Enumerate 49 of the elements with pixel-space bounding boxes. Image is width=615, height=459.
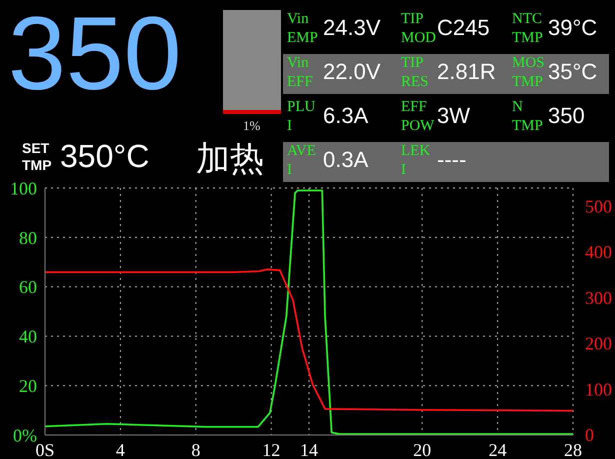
- text: SET TMP: [22, 140, 53, 174]
- x-tick-label: 28: [564, 440, 582, 459]
- y-tick-label: 60: [19, 277, 37, 298]
- text: 39°C: [548, 15, 598, 41]
- x-tick-label: 4: [116, 440, 125, 459]
- text: AVE I: [287, 142, 317, 180]
- y2-tick-label: 300: [585, 288, 612, 308]
- x-tick-label: 8: [191, 440, 200, 459]
- x-tick-label: 12: [262, 440, 280, 459]
- x-tick-label: 20: [413, 440, 432, 459]
- text: 3W: [437, 103, 470, 129]
- y2-tick-label: 200: [585, 334, 612, 354]
- y-tick-label: 0%: [13, 425, 37, 446]
- text: ----: [437, 147, 466, 173]
- text: Vin EMP: [287, 10, 319, 48]
- text: TIP MOD: [401, 10, 437, 48]
- y2-tick-label: 0: [585, 425, 594, 446]
- text: 2.81R: [437, 59, 496, 85]
- y-tick-label: 20: [19, 376, 37, 396]
- y2-tick-label: 100: [585, 379, 612, 400]
- text: 35°C: [548, 59, 598, 85]
- text: 1%: [243, 118, 260, 134]
- text: 加热: [196, 138, 264, 181]
- text: C245: [437, 15, 490, 41]
- text: 6.3A: [323, 103, 368, 129]
- text: PLU I: [287, 98, 316, 136]
- text: Vin EFF: [287, 54, 314, 92]
- text: 22.0V: [323, 59, 380, 85]
- y-tick-label: 100: [10, 178, 37, 198]
- text: TIP RES: [401, 54, 430, 92]
- y2-tick-label: 500: [585, 196, 612, 216]
- text: 350: [8, 0, 182, 114]
- text: 24.3V: [323, 15, 380, 41]
- line-series: [45, 268, 573, 412]
- line-series: [45, 190, 573, 435]
- y2-tick-label: 400: [585, 242, 612, 262]
- text: MOS TMP: [512, 54, 546, 92]
- y-tick-label: 40: [19, 326, 37, 347]
- text: NTC TMP: [512, 10, 544, 48]
- text: 350°C: [60, 138, 150, 175]
- x-tick-label: 24: [488, 440, 507, 459]
- text: N TMP: [512, 98, 544, 136]
- y-tick-label: 80: [19, 228, 37, 248]
- text: LEK I: [401, 142, 432, 180]
- x-tick-label: 0S: [35, 440, 55, 459]
- x-tick-label: 14: [300, 440, 318, 459]
- text: EFF POW: [401, 98, 436, 136]
- text: 0.3A: [323, 147, 368, 173]
- text: 350: [548, 103, 585, 129]
